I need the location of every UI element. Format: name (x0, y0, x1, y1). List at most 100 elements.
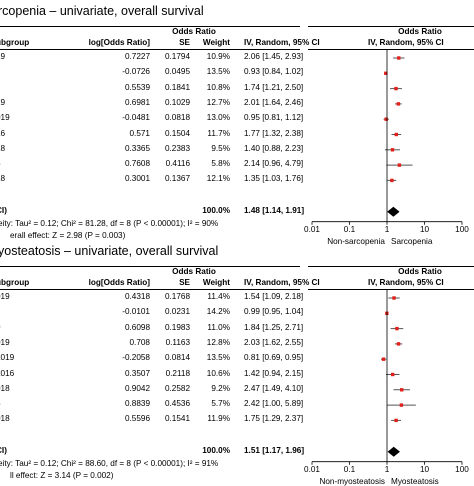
heterogeneity-stats: eity: Tau² = 0.12; Chi² = 88.60, df = 8 … (0, 459, 218, 468)
point-estimate-marker (397, 342, 400, 345)
study-label: 018 (0, 384, 10, 393)
point-estimate-marker (395, 133, 398, 136)
study-label: 3 (0, 159, 1, 168)
weight-value: 11.7% (207, 129, 230, 138)
point-estimate-marker (400, 388, 403, 391)
study-label: 16 (0, 129, 5, 138)
total-weight: 100.0% (202, 206, 230, 215)
plot-header-top-rule (308, 26, 474, 27)
se-value: 0.1841 (165, 83, 190, 92)
ci-value: 1.77 [1.32, 2.38] (244, 129, 303, 138)
panel-title: rcopenia – univariate, overall survival (0, 4, 204, 18)
column-header-ci: IV, Random, 95% CI (244, 38, 320, 47)
weight-value: 9.2% (211, 384, 230, 393)
point-estimate-marker (382, 358, 385, 361)
weight-value: 5.8% (211, 159, 230, 168)
panel-title: yosteatosis – univariate, overall surviv… (0, 244, 218, 258)
column-header-ci: IV, Random, 95% CI (244, 278, 320, 287)
ci-value: 1.74 [1.21, 2.50] (244, 83, 303, 92)
point-estimate-marker (394, 87, 397, 90)
weight-value: 10.9% (207, 52, 230, 61)
log-or-value: 0.708 (130, 338, 151, 347)
se-value: 0.2118 (166, 369, 190, 378)
ci-value: 2.03 [1.62, 2.55] (244, 338, 303, 347)
se-value: 0.2383 (165, 144, 190, 153)
study-label: 2019 (0, 353, 14, 362)
weight-value: 13.0% (207, 113, 230, 122)
table-header-group: Odds Ratio (134, 267, 254, 276)
se-value: 0.2582 (165, 384, 190, 393)
point-estimate-marker (392, 296, 395, 299)
header-bottom-rule (0, 289, 300, 290)
plot-header-ci: IV, Random, 95% CI (368, 278, 444, 287)
weight-value: 12.1% (207, 174, 230, 183)
log-or-value: 0.6098 (125, 323, 150, 332)
point-estimate-marker (394, 419, 397, 422)
favours-right-label: Sarcopenia (391, 237, 432, 246)
total-weight: 100.0% (202, 446, 230, 455)
column-header-study: ubgroup (0, 38, 29, 47)
log-or-value: 0.571 (130, 129, 151, 138)
log-or-value: 0.3507 (125, 369, 150, 378)
log-or-value: 0.6981 (125, 98, 150, 107)
column-header-weight: Weight (203, 278, 230, 287)
plot-header-bottom-rule (308, 49, 474, 50)
ci-value: 0.93 [0.84, 1.02] (244, 67, 303, 76)
study-label: 019 (0, 292, 10, 301)
weight-value: 14.2% (207, 307, 230, 316)
se-value: 0.0818 (165, 113, 190, 122)
ci-value: 0.81 [0.69, 0.95] (244, 353, 303, 362)
pooled-estimate-diamond (387, 207, 399, 217)
favours-left-label: Non-myosteatosis (319, 477, 385, 486)
favours-right-label: Myosteatosis (391, 477, 439, 486)
ci-value: 1.35 [1.03, 1.76] (244, 174, 303, 183)
weight-value: 11.4% (207, 292, 230, 301)
weight-value: 12.8% (207, 338, 230, 347)
se-value: 0.0231 (165, 307, 190, 316)
log-or-value: -0.2058 (122, 353, 150, 362)
column-header-study: ubgroup (0, 278, 29, 287)
se-value: 0.0814 (165, 353, 190, 362)
se-value: 0.1163 (166, 338, 190, 347)
ci-value: 1.40 [0.88, 2.23] (244, 144, 303, 153)
log-or-value: 0.5596 (125, 414, 150, 423)
study-label: 2016 (0, 369, 14, 378)
heterogeneity-stats: eity: Tau² = 0.12; Chi² = 81.28, df = 8 … (0, 219, 218, 228)
total-ci: 1.48 [1.14, 1.91] (244, 206, 304, 215)
se-value: 0.1029 (165, 98, 190, 107)
se-value: 0.0495 (165, 67, 190, 76)
weight-value: 13.5% (207, 353, 230, 362)
log-or-value: 0.3001 (125, 174, 150, 183)
weight-value: 9.5% (211, 144, 230, 153)
log-or-value: -0.0481 (122, 113, 150, 122)
total-ci: 1.51 [1.17, 1.96] (244, 446, 304, 455)
plot-header-group: Odds Ratio (360, 27, 474, 36)
point-estimate-marker (398, 163, 401, 166)
study-label: 18 (0, 144, 5, 153)
study-label: 3 (0, 399, 1, 408)
point-estimate-marker (397, 102, 400, 105)
log-or-value: -0.0101 (122, 307, 150, 316)
point-estimate-marker (391, 373, 394, 376)
overall-effect-stats: ll effect: Z = 3.14 (P = 0.002) (10, 471, 113, 480)
point-estimate-marker (395, 327, 398, 330)
se-value: 0.1983 (165, 323, 190, 332)
point-estimate-marker (397, 56, 400, 59)
total-label: CI) (0, 446, 7, 455)
plot-header-bottom-rule (308, 289, 474, 290)
log-or-value: -0.0726 (122, 67, 150, 76)
study-label: 9 (0, 323, 1, 332)
se-value: 0.4116 (166, 159, 190, 168)
study-label: 019 (0, 338, 10, 347)
ci-value: 0.99 [0.95, 1.04] (244, 307, 303, 316)
log-or-value: 0.4318 (125, 292, 150, 301)
ci-value: 2.14 [0.96, 4.79] (244, 159, 303, 168)
log-or-value: 0.3365 (125, 144, 150, 153)
ci-value: 1.54 [1.09, 2.18] (244, 292, 303, 301)
ci-value: 1.75 [1.29, 2.37] (244, 414, 303, 423)
x-tick-label: 100 (402, 225, 474, 234)
overall-effect-stats: erall effect: Z = 2.98 (P = 0.003) (10, 231, 125, 240)
study-label: 018 (0, 414, 10, 423)
point-estimate-marker (390, 179, 393, 182)
weight-value: 11.0% (207, 323, 230, 332)
